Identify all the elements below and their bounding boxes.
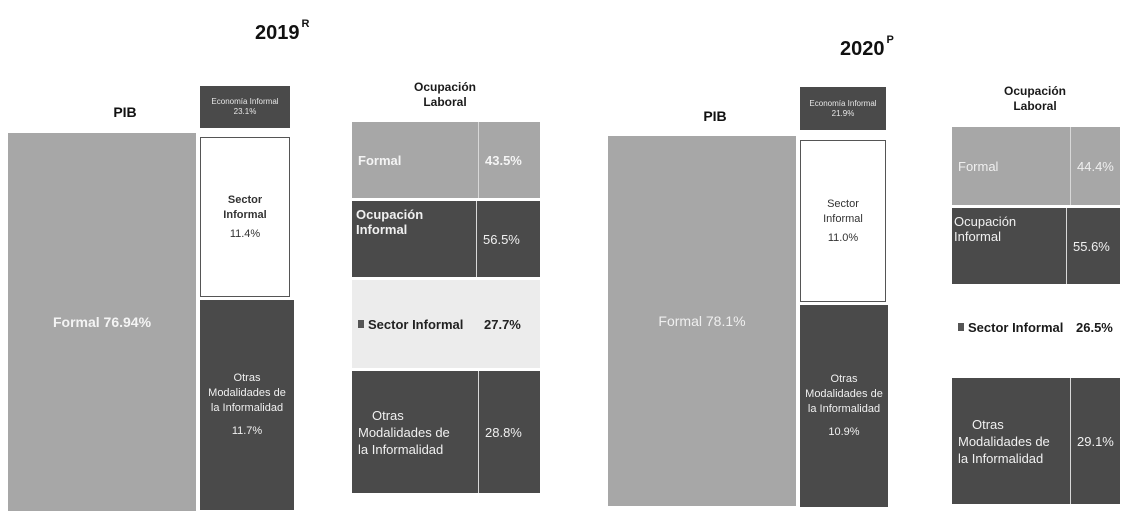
ol-ocupacion-informal-2019-value: 56.5%: [476, 201, 540, 277]
title-2020-year: 2020: [840, 38, 885, 60]
pib-sector-informal-bar-2019: Sector Informal 11.4%: [200, 137, 290, 297]
ol-sector-informal-2020-name: Sector Informal: [952, 287, 1070, 367]
ol-ocupacion-informal-row-2020: Ocupación Informal 55.6%: [952, 208, 1120, 284]
ocupacion-laboral-label-2020-line2: Laboral: [1013, 99, 1057, 113]
pib-otras-2019-line3: la Informalidad: [210, 402, 284, 414]
ol-otras-2020-name: Otras Modalidades de la Informalidad: [952, 378, 1070, 504]
pib-otras-2020-line2: Modalidades de: [805, 388, 883, 400]
ol-ocupacion-informal-2020-value: 55.6%: [1066, 208, 1120, 284]
ol-otras-2020-line2: Modalidades de: [958, 433, 1050, 449]
ol-formal-2019-value: 43.5%: [478, 122, 540, 198]
pib-otras-2020-line3: la Informalidad: [807, 403, 881, 415]
economia-informal-header-2020-value: 21.9%: [831, 108, 855, 118]
pib-formal-bar-2020: Formal 78.1%: [608, 136, 796, 506]
title-2019: 2019 R: [255, 18, 309, 45]
title-2020: 2020 P: [840, 34, 894, 61]
ocupacion-laboral-label-2019: Ocupación Laboral: [400, 80, 490, 110]
pib-sector-informal-2020-value: 11.0%: [827, 231, 859, 244]
pib-formal-bar-2019: Formal 76.94%: [8, 133, 196, 511]
ol-sector-informal-2020-name-text: Sector Informal: [968, 319, 1064, 335]
pib-otras-modalidades-bar-2020: Otras Modalidades de la Informalidad 10.…: [800, 305, 888, 507]
ol-sector-informal-2019-name-text: Sector Informal: [368, 316, 464, 332]
pib-otras-2020-value: 10.9%: [828, 426, 860, 438]
ol-formal-row-2019: Formal 43.5%: [352, 122, 540, 198]
legend-square-icon: [358, 320, 364, 328]
pib-label-2019: PIB: [113, 104, 137, 120]
ol-otras-modalidades-row-2019: Otras Modalidades de la Informalidad 28.…: [352, 371, 540, 493]
ol-formal-2019-name: Formal: [358, 152, 402, 168]
pib-otras-2019-line2: Modalidades de: [208, 387, 286, 399]
ocupacion-laboral-label-2020: Ocupación Laboral: [990, 84, 1080, 114]
ol-otras-2019-line1: Otras: [372, 407, 404, 423]
pib-otras-2019-value: 11.7%: [231, 425, 263, 437]
pib-sector-informal-bar-2020: Sector Informal 11.0%: [800, 140, 886, 302]
title-2019-year: 2019: [255, 22, 300, 44]
ol-otras-modalidades-row-2020: Otras Modalidades de la Informalidad 29.…: [952, 378, 1120, 504]
ol-sector-informal-2019-name: Sector Informal: [352, 280, 478, 368]
ol-otras-2019-line2: Modalidades de: [358, 424, 450, 440]
ol-sector-informal-row-2020: Sector Informal 26.5%: [952, 287, 1120, 367]
economia-informal-header-2020: Economía Informal 21.9%: [800, 87, 886, 130]
ol-otras-2020-value: 29.1%: [1070, 378, 1120, 504]
title-2020-superscript: P: [886, 34, 894, 47]
pib-otras-2019-line1: Otras: [233, 372, 261, 384]
ol-otras-2019-value: 28.8%: [478, 371, 540, 493]
ol-otras-2019-name: Otras Modalidades de la Informalidad: [352, 371, 478, 493]
economia-informal-header-2019-value: 23.1%: [233, 107, 257, 116]
economia-informal-header-2019-label: Economía Informal: [211, 97, 279, 106]
economia-informal-header-2020-label: Economía Informal: [809, 98, 877, 108]
pib-formal-bar-2019-label: Formal 76.94%: [52, 314, 152, 330]
pib-otras-2020-line1: Otras: [830, 373, 858, 385]
ol-formal-2020-value: 44.4%: [1070, 127, 1120, 205]
pib-sector-informal-2019-line1: Sector: [227, 193, 263, 206]
pib-sector-informal-2019-value: 11.4%: [229, 227, 261, 240]
ol-sector-informal-row-2019: Sector Informal 27.7%: [352, 280, 540, 368]
ol-otras-2020-line1: Otras: [972, 416, 1004, 432]
title-2019-superscript: R: [301, 18, 310, 31]
ol-ocupacion-informal-row-2019: Ocupación Informal 56.5%: [352, 201, 540, 277]
pib-otras-modalidades-bar-2019: Otras Modalidades de la Informalidad 11.…: [200, 300, 294, 510]
ol-ocupacion-informal-2020-name: Ocupación Informal: [954, 214, 1017, 244]
ol-ocupacion-informal-2019-name: Ocupación Informal: [356, 207, 424, 237]
ol-formal-row-2020: Formal 44.4%: [952, 127, 1120, 205]
ol-sector-informal-2019-value: 27.7%: [484, 316, 521, 332]
ol-sector-informal-2020-value: 26.5%: [1076, 319, 1113, 335]
pib-formal-bar-2020-label: Formal 78.1%: [658, 313, 746, 329]
ol-formal-2020-name: Formal: [958, 158, 999, 174]
pib-label-2020: PIB: [703, 108, 727, 124]
ol-otras-2019-line3: la Informalidad: [358, 441, 444, 457]
pib-sector-informal-2019-line2: Informal: [223, 208, 267, 221]
ol-otras-2020-line3: la Informalidad: [958, 450, 1044, 466]
legend-square-icon: [958, 323, 964, 331]
ocupacion-laboral-label-2019-line2: Laboral: [423, 95, 467, 109]
economia-informal-header-2019: Economía Informal 23.1%: [200, 86, 290, 128]
pib-sector-informal-2020-line2: Informal: [823, 212, 863, 225]
ocupacion-laboral-label-2020-line1: Ocupación: [1003, 84, 1066, 98]
pib-sector-informal-2020-line1: Sector: [827, 197, 859, 210]
ocupacion-laboral-label-2019-line1: Ocupación: [413, 80, 476, 94]
